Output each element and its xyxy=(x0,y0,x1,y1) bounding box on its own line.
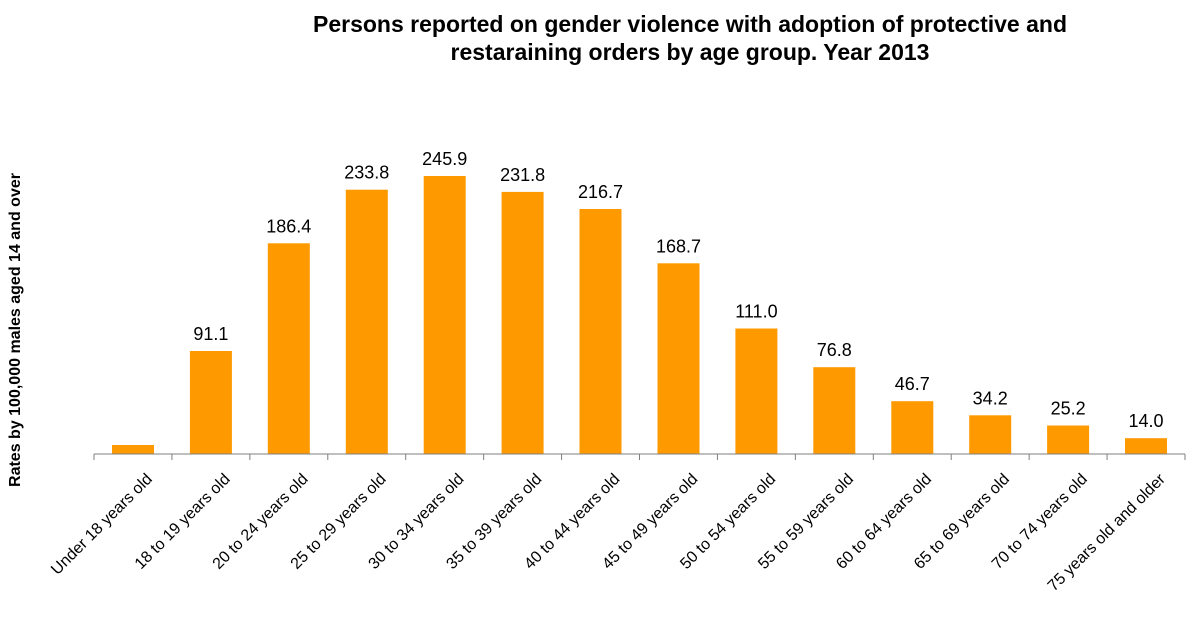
bar xyxy=(1125,438,1167,454)
bar xyxy=(813,367,856,454)
data-label: 216.7 xyxy=(578,182,623,202)
bar xyxy=(969,415,1012,454)
data-label: 168.7 xyxy=(656,236,701,256)
bar xyxy=(112,445,154,454)
bar xyxy=(423,176,466,454)
data-label: 14.0 xyxy=(1128,411,1163,431)
bar xyxy=(189,351,232,454)
bar xyxy=(579,209,622,454)
data-label: 245.9 xyxy=(422,149,467,169)
bar xyxy=(501,191,544,454)
value-labels-group: 91.1 186.4 233.8 245.9 231.8 216.7 168.7 111.0 7… xyxy=(193,149,1163,431)
bar xyxy=(345,189,388,454)
data-label: 233.8 xyxy=(344,163,389,183)
bar xyxy=(657,263,700,454)
bars-group xyxy=(112,176,1167,454)
data-label: 76.8 xyxy=(817,340,852,360)
bar xyxy=(735,328,778,454)
data-label: 25.2 xyxy=(1051,399,1086,419)
data-label: 91.1 xyxy=(193,324,228,344)
bar xyxy=(1047,425,1090,454)
bar xyxy=(267,243,310,454)
bar xyxy=(891,401,934,454)
data-label: 186.4 xyxy=(266,216,311,236)
data-label: 231.8 xyxy=(500,165,545,185)
chart-title: Persons reported on gender violence with… xyxy=(313,11,1067,65)
data-label: 34.2 xyxy=(973,388,1008,408)
data-label: 111.0 xyxy=(735,302,777,322)
x-axis xyxy=(93,453,1186,460)
data-label: 46.7 xyxy=(895,374,930,394)
